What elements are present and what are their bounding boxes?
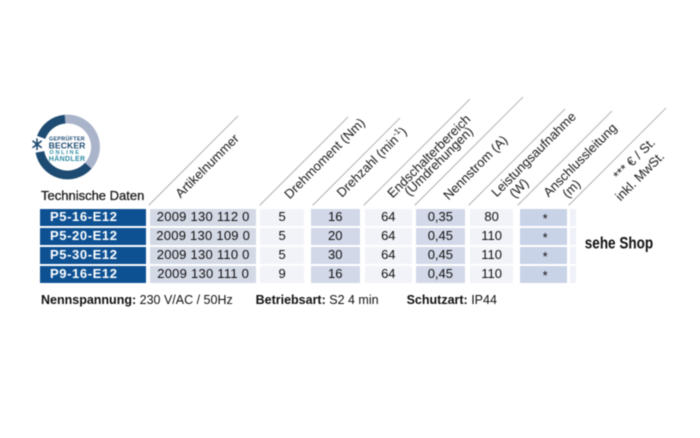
svg-text:ONLINE: ONLINE	[49, 150, 80, 156]
svg-text:BECKER: BECKER	[49, 141, 87, 151]
svg-text:HÄNDLER: HÄNDLER	[49, 155, 86, 163]
svg-text:GEPRÜFTER: GEPRÜFTER	[49, 135, 85, 142]
